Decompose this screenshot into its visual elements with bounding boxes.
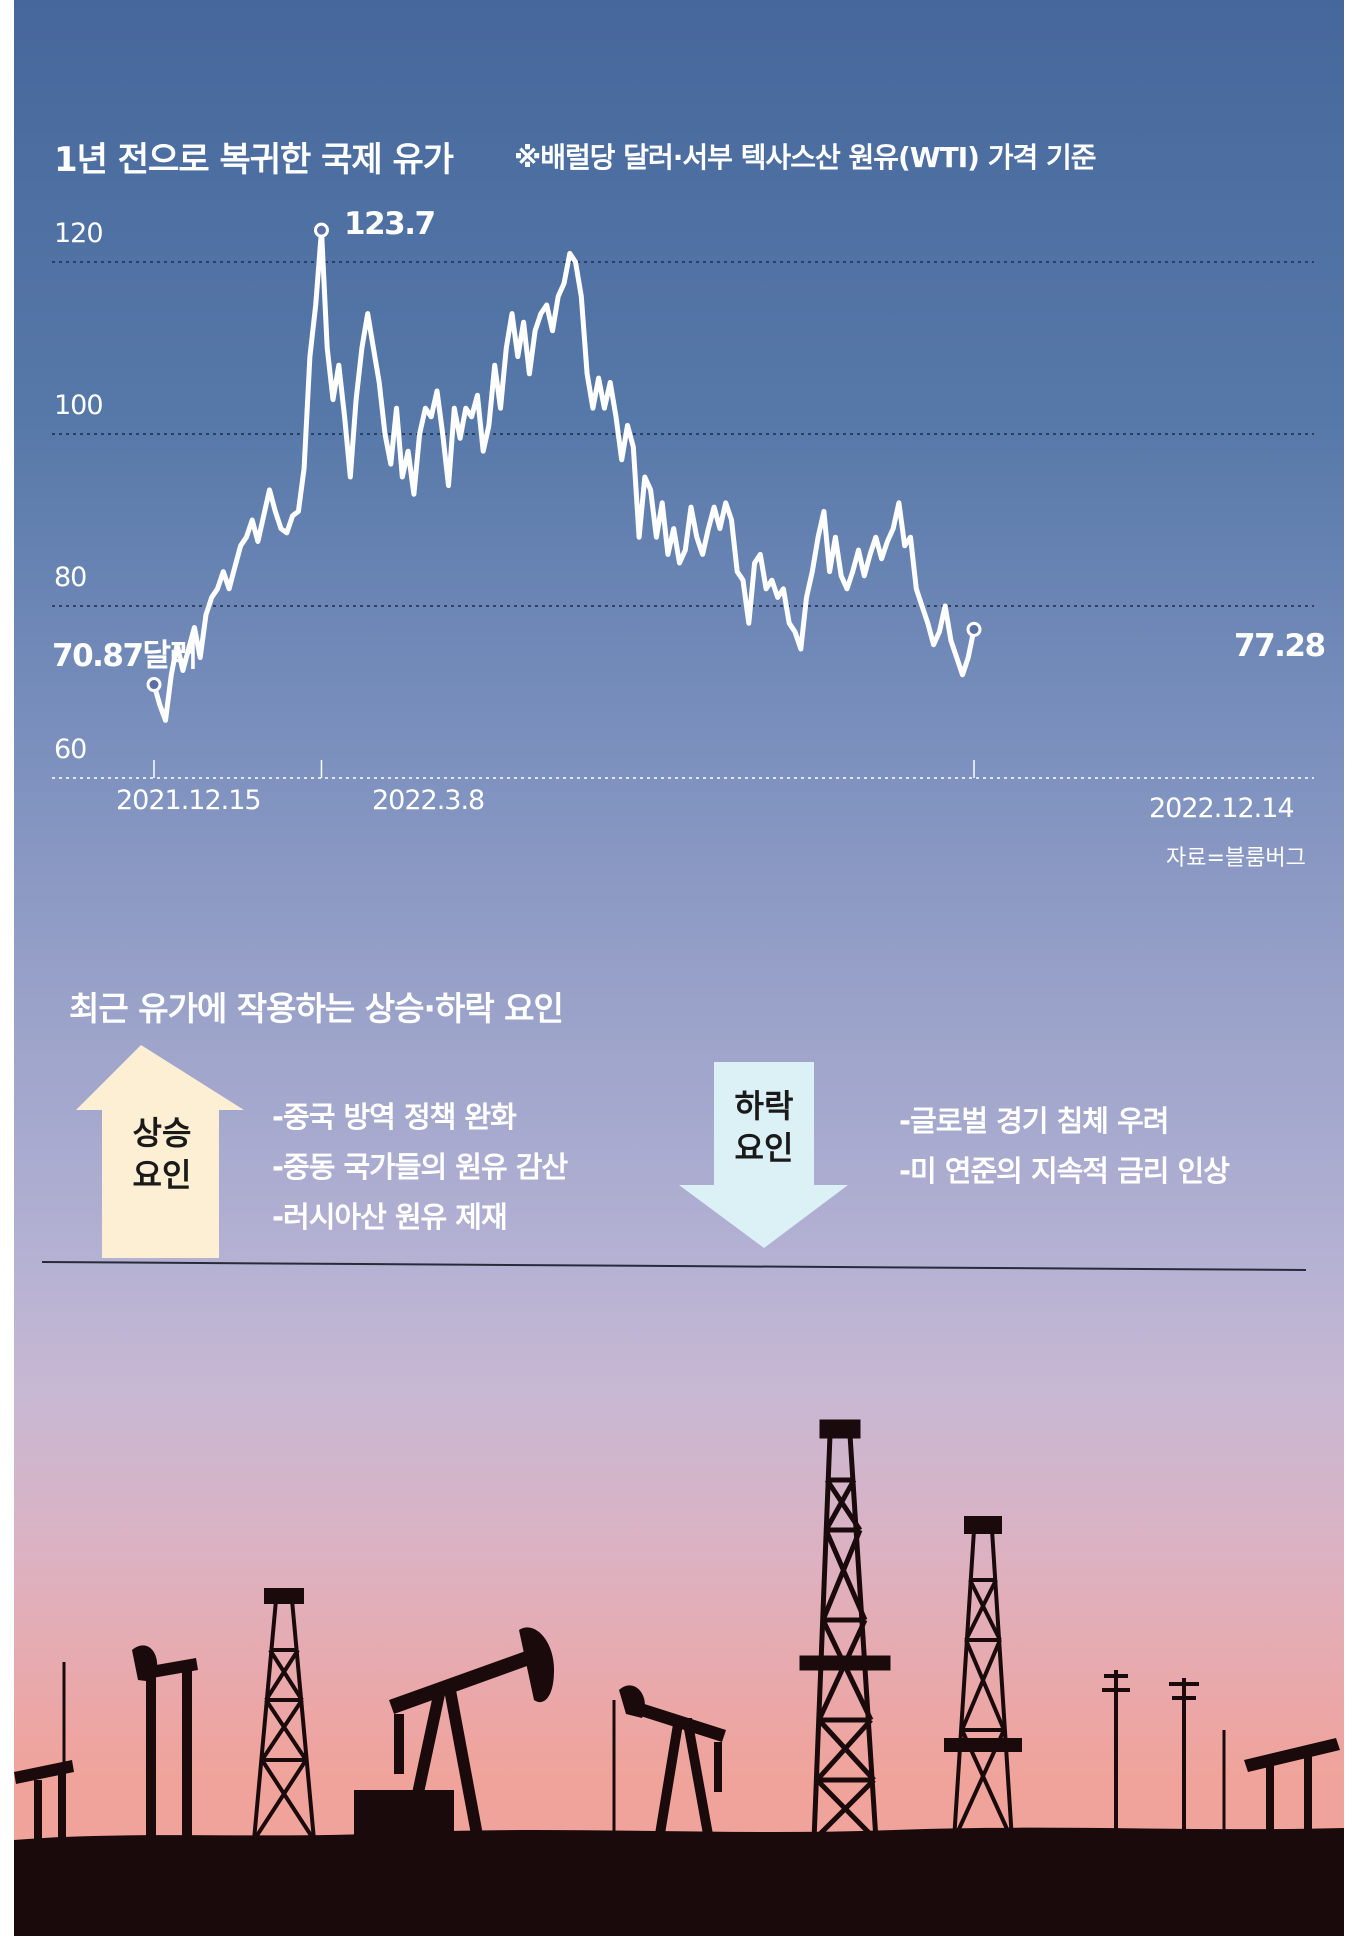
peak-value-label: 123.7 [344,206,436,242]
y-tick-label-60: 60 [54,734,87,765]
up-factor-item: -러시아산 원유 제재 [272,1200,508,1234]
wti-price-line-chart [52,222,1314,779]
up-factor-item: -중동 국가들의 원유 감산 [272,1150,568,1184]
x-tick-label-peak: 2022.3.8 [372,785,485,816]
utility-pole-icon [62,1662,1226,1840]
pumpjack-icon [354,1627,554,1840]
end-point-marker [966,621,982,637]
down-factor-label: 하락 요인 [711,1085,817,1169]
pumpjack-icon [132,1645,198,1840]
utility-pole-icon [1169,1678,1199,1840]
pumpjack-icon [619,1685,726,1840]
up-label-line2: 요인 [132,1156,192,1194]
pumpjack-icon [1244,1738,1340,1840]
up-factor-item: -중국 방역 정책 완화 [272,1100,517,1134]
chart-title: 1년 전으로 복귀한 국제 유가 [54,140,454,180]
x-tick-label-start: 2021.12.15 [116,785,262,816]
down-factor-item: -글로벌 경기 침체 우려 [899,1104,1169,1138]
y-tick-label-100: 100 [54,390,104,421]
up-factor-list: -중국 방역 정책 완화 -중동 국가들의 원유 감산 -러시아산 원유 제재 [272,1092,568,1242]
end-value-label: 77.28 [1234,628,1326,664]
pumpjack-icon [14,1760,74,1840]
start-point-marker [146,677,162,693]
down-factor-list: -글로벌 경기 침체 우려 -미 연준의 지속적 금리 인상 [899,1096,1230,1196]
y-tick-label-80: 80 [54,562,87,593]
down-factor-item: -미 연준의 지속적 금리 인상 [899,1154,1230,1188]
y-tick-label-120: 120 [54,218,104,249]
infographic-poster: 1년 전으로 복귀한 국제 유가 ※배럴당 달러·서부 텍사스산 원유(WTI)… [14,0,1344,1936]
wti-price-series-line [151,227,977,723]
up-label-line1: 상승 [132,1114,192,1152]
start-value-label: 70.87달러 [52,638,198,674]
section-divider [41,1261,1307,1271]
source-label: 자료=블룸버그 [1166,846,1306,871]
factors-heading: 최근 유가에 작용하는 상승·하락 요인 [69,989,564,1028]
utility-pole-icon [1102,1670,1130,1840]
down-label-line1: 하락 [734,1087,794,1125]
tall-oil-derrick-icon [799,1419,891,1842]
ground-silhouette [14,1827,1344,1936]
factor-arrows [41,1045,1307,1271]
x-tick-label-end: 2022.12.14 [1149,793,1295,824]
peak-point-marker [313,222,329,238]
oil-field-silhouette [14,1419,1344,1936]
oil-derrick-icon [944,1516,1022,1841]
up-arrow-icon [76,1045,244,1258]
chart-unit-note: ※배럴당 달러·서부 텍사스산 원유(WTI) 가격 기준 [514,141,1097,174]
down-arrow-icon [679,1062,848,1248]
up-factor-label: 상승 요인 [107,1112,217,1196]
down-label-line2: 요인 [734,1129,794,1167]
small-oil-derrick-icon [252,1588,316,1842]
